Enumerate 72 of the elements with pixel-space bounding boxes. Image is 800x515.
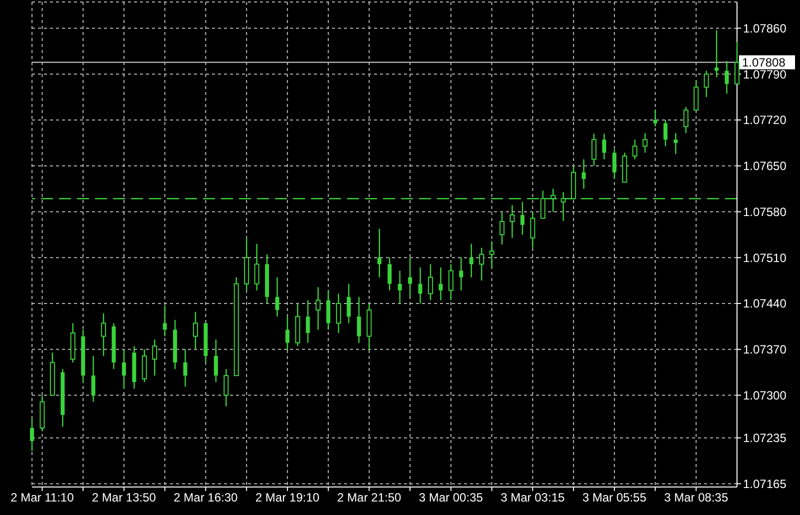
candlestick xyxy=(704,70,709,98)
candlestick xyxy=(30,418,34,452)
y-tick-label: 1.07440 xyxy=(743,296,787,311)
x-tick-label: 3 Mar 08:35 xyxy=(664,490,728,505)
candlestick xyxy=(398,270,402,304)
candlestick xyxy=(254,243,260,291)
candlestick xyxy=(469,243,474,278)
candlestick xyxy=(602,133,606,160)
candlestick xyxy=(663,119,668,147)
candlestick xyxy=(724,60,729,94)
candlestick xyxy=(479,247,484,282)
candlestick xyxy=(714,30,719,78)
candlestick xyxy=(336,293,342,334)
candlestick xyxy=(438,266,443,301)
candlestick xyxy=(275,276,280,318)
x-tick-label: 2 Mar 21:50 xyxy=(337,490,402,505)
candlestick xyxy=(356,296,361,344)
candlestick xyxy=(142,348,147,383)
candlestick xyxy=(224,368,229,407)
candlestick xyxy=(520,201,524,236)
candlestick xyxy=(285,316,290,351)
candlestick xyxy=(418,266,422,304)
candlestick xyxy=(122,348,126,390)
candlestick xyxy=(162,304,167,337)
candlestick xyxy=(612,148,616,180)
candlestick xyxy=(428,264,433,301)
x-tick-label: 2 Mar 11:10 xyxy=(10,490,74,505)
y-tick-label: 1.07790 xyxy=(743,67,787,82)
candlestick xyxy=(214,338,218,383)
candlestick xyxy=(346,283,351,324)
candlestick xyxy=(591,133,596,166)
candlestick xyxy=(377,228,382,278)
candlestick xyxy=(183,348,188,388)
y-tick-label: 1.07650 xyxy=(743,159,787,174)
y-tick-label: 1.07235 xyxy=(743,431,787,446)
candlestick xyxy=(674,132,678,155)
candlestick xyxy=(152,338,158,376)
candlestick xyxy=(653,108,658,128)
candlestick xyxy=(408,257,412,298)
x-tick-label: 3 Mar 03:15 xyxy=(500,490,565,505)
candlestick xyxy=(642,132,648,154)
candlestick xyxy=(192,311,198,350)
x-tick-label: 3 Mar 00:35 xyxy=(418,490,484,505)
candlestick xyxy=(510,204,515,239)
candlestick xyxy=(632,139,638,160)
x-tick-label: 2 Mar 16:30 xyxy=(174,490,238,505)
candlestick xyxy=(459,257,464,291)
candlestick xyxy=(448,264,454,301)
candlestick xyxy=(306,300,310,344)
candlestick xyxy=(326,290,330,330)
candlestick xyxy=(530,211,536,248)
candlestick xyxy=(694,80,699,111)
candlestick xyxy=(91,355,96,402)
candlestick xyxy=(582,158,586,190)
y-tick-label: 1.07510 xyxy=(743,250,787,265)
candlestick xyxy=(683,106,688,134)
y-tick-label: 1.07720 xyxy=(743,113,787,128)
candlestick xyxy=(101,312,106,357)
x-tick-label: 3 Mar 05:55 xyxy=(582,490,647,505)
x-tick-label: 2 Mar 13:50 xyxy=(92,490,156,505)
y-tick-label: 1.07860 xyxy=(743,21,787,36)
candlestick xyxy=(734,41,740,85)
y-tick-label: 1.07300 xyxy=(743,388,787,403)
y-tick-label: 1.07370 xyxy=(743,342,787,357)
ref-line-label: 1.07808 xyxy=(742,55,786,70)
candlestick xyxy=(500,211,504,246)
candlestick xyxy=(489,240,494,268)
candlestick xyxy=(388,257,392,291)
y-tick-label: 1.07580 xyxy=(743,204,787,219)
candlestick xyxy=(316,286,321,330)
x-tick-label: 2 Mar 19:10 xyxy=(255,490,320,505)
y-tick-label: 1.07165 xyxy=(743,476,787,491)
